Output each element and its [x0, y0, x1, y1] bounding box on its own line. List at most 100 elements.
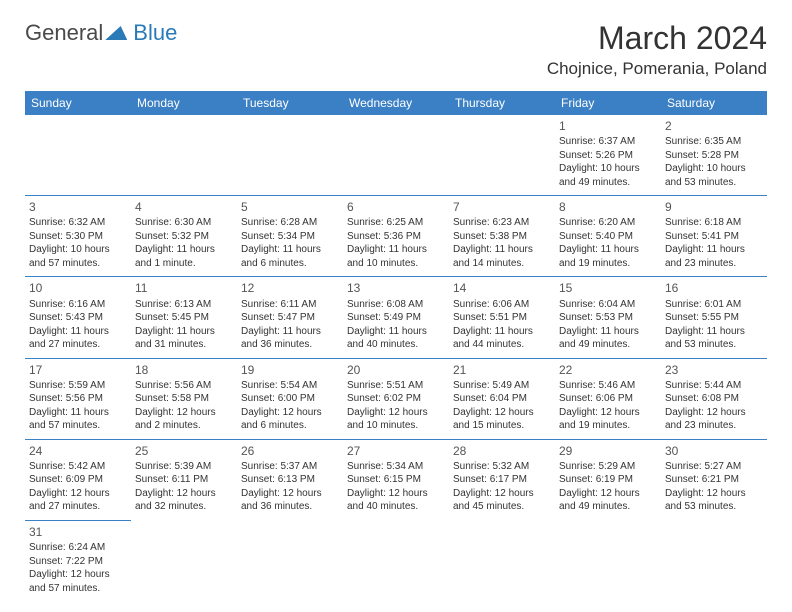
calendar-day-cell: 9Sunrise: 6:18 AMSunset: 5:41 PMDaylight… [661, 196, 767, 277]
day-header: Saturday [661, 91, 767, 115]
calendar-day-cell [555, 520, 661, 601]
daylight-text: Daylight: 11 hours [241, 243, 339, 257]
sunrise-text: Sunrise: 5:44 AM [665, 379, 763, 393]
day-number: 4 [135, 199, 233, 215]
daylight-text: Daylight: 11 hours [665, 325, 763, 339]
daylight-text: and 53 minutes. [665, 500, 763, 514]
sunset-text: Sunset: 6:11 PM [135, 473, 233, 487]
day-number: 14 [453, 280, 551, 296]
sunset-text: Sunset: 6:02 PM [347, 392, 445, 406]
day-number: 28 [453, 443, 551, 459]
sunrise-text: Sunrise: 5:51 AM [347, 379, 445, 393]
day-number: 2 [665, 118, 763, 134]
daylight-text: Daylight: 12 hours [665, 406, 763, 420]
daylight-text: and 45 minutes. [453, 500, 551, 514]
calendar-week-row: 1Sunrise: 6:37 AMSunset: 5:26 PMDaylight… [25, 115, 767, 196]
calendar-day-cell: 29Sunrise: 5:29 AMSunset: 6:19 PMDayligh… [555, 439, 661, 520]
sunrise-text: Sunrise: 5:56 AM [135, 379, 233, 393]
daylight-text: Daylight: 11 hours [135, 243, 233, 257]
day-number: 7 [453, 199, 551, 215]
day-number: 29 [559, 443, 657, 459]
sunset-text: Sunset: 6:21 PM [665, 473, 763, 487]
daylight-text: Daylight: 11 hours [559, 325, 657, 339]
calendar-week-row: 24Sunrise: 5:42 AMSunset: 6:09 PMDayligh… [25, 439, 767, 520]
calendar-day-cell: 4Sunrise: 6:30 AMSunset: 5:32 PMDaylight… [131, 196, 237, 277]
day-number: 31 [29, 524, 127, 540]
calendar-day-cell: 18Sunrise: 5:56 AMSunset: 5:58 PMDayligh… [131, 358, 237, 439]
sunrise-text: Sunrise: 6:20 AM [559, 216, 657, 230]
sunset-text: Sunset: 5:40 PM [559, 230, 657, 244]
sunrise-text: Sunrise: 5:59 AM [29, 379, 127, 393]
day-number: 8 [559, 199, 657, 215]
daylight-text: and 14 minutes. [453, 257, 551, 271]
daylight-text: Daylight: 10 hours [665, 162, 763, 176]
daylight-text: and 36 minutes. [241, 500, 339, 514]
calendar-day-cell: 16Sunrise: 6:01 AMSunset: 5:55 PMDayligh… [661, 277, 767, 358]
sunrise-text: Sunrise: 6:28 AM [241, 216, 339, 230]
daylight-text: and 53 minutes. [665, 338, 763, 352]
day-number: 19 [241, 362, 339, 378]
day-number: 13 [347, 280, 445, 296]
sunset-text: Sunset: 5:58 PM [135, 392, 233, 406]
calendar-day-cell: 5Sunrise: 6:28 AMSunset: 5:34 PMDaylight… [237, 196, 343, 277]
daylight-text: Daylight: 11 hours [241, 325, 339, 339]
day-number: 23 [665, 362, 763, 378]
sunrise-text: Sunrise: 5:27 AM [665, 460, 763, 474]
sunset-text: Sunset: 7:22 PM [29, 555, 127, 569]
day-header: Wednesday [343, 91, 449, 115]
daylight-text: Daylight: 12 hours [559, 406, 657, 420]
daylight-text: Daylight: 12 hours [29, 487, 127, 501]
daylight-text: and 27 minutes. [29, 500, 127, 514]
header: General Blue March 2024 Chojnice, Pomera… [25, 20, 767, 79]
daylight-text: and 27 minutes. [29, 338, 127, 352]
daylight-text: Daylight: 12 hours [29, 568, 127, 582]
sunrise-text: Sunrise: 5:37 AM [241, 460, 339, 474]
sunrise-text: Sunrise: 6:35 AM [665, 135, 763, 149]
calendar-day-cell: 23Sunrise: 5:44 AMSunset: 6:08 PMDayligh… [661, 358, 767, 439]
daylight-text: Daylight: 11 hours [665, 243, 763, 257]
daylight-text: and 10 minutes. [347, 419, 445, 433]
daylight-text: Daylight: 12 hours [135, 487, 233, 501]
daylight-text: and 10 minutes. [347, 257, 445, 271]
calendar-day-cell: 12Sunrise: 6:11 AMSunset: 5:47 PMDayligh… [237, 277, 343, 358]
daylight-text: and 57 minutes. [29, 582, 127, 596]
day-number: 3 [29, 199, 127, 215]
calendar-day-cell: 17Sunrise: 5:59 AMSunset: 5:56 PMDayligh… [25, 358, 131, 439]
daylight-text: Daylight: 12 hours [665, 487, 763, 501]
calendar-day-cell: 30Sunrise: 5:27 AMSunset: 6:21 PMDayligh… [661, 439, 767, 520]
daylight-text: Daylight: 11 hours [559, 243, 657, 257]
daylight-text: and 23 minutes. [665, 419, 763, 433]
day-number: 20 [347, 362, 445, 378]
calendar-day-cell: 3Sunrise: 6:32 AMSunset: 5:30 PMDaylight… [25, 196, 131, 277]
daylight-text: Daylight: 12 hours [241, 487, 339, 501]
calendar-table: Sunday Monday Tuesday Wednesday Thursday… [25, 91, 767, 601]
daylight-text: and 32 minutes. [135, 500, 233, 514]
daylight-text: and 57 minutes. [29, 257, 127, 271]
day-number: 22 [559, 362, 657, 378]
day-number: 21 [453, 362, 551, 378]
calendar-day-cell: 20Sunrise: 5:51 AMSunset: 6:02 PMDayligh… [343, 358, 449, 439]
day-number: 12 [241, 280, 339, 296]
daylight-text: Daylight: 10 hours [29, 243, 127, 257]
sunset-text: Sunset: 6:13 PM [241, 473, 339, 487]
day-number: 6 [347, 199, 445, 215]
calendar-day-cell: 19Sunrise: 5:54 AMSunset: 6:00 PMDayligh… [237, 358, 343, 439]
daylight-text: and 19 minutes. [559, 257, 657, 271]
sunset-text: Sunset: 5:41 PM [665, 230, 763, 244]
daylight-text: and 49 minutes. [559, 338, 657, 352]
sunrise-text: Sunrise: 5:54 AM [241, 379, 339, 393]
day-header: Sunday [25, 91, 131, 115]
calendar-week-row: 3Sunrise: 6:32 AMSunset: 5:30 PMDaylight… [25, 196, 767, 277]
calendar-day-cell: 26Sunrise: 5:37 AMSunset: 6:13 PMDayligh… [237, 439, 343, 520]
sunrise-text: Sunrise: 6:18 AM [665, 216, 763, 230]
daylight-text: and 6 minutes. [241, 419, 339, 433]
sunrise-text: Sunrise: 6:08 AM [347, 298, 445, 312]
calendar-day-cell: 31Sunrise: 6:24 AMSunset: 7:22 PMDayligh… [25, 520, 131, 601]
day-number: 25 [135, 443, 233, 459]
day-number: 18 [135, 362, 233, 378]
sunset-text: Sunset: 6:04 PM [453, 392, 551, 406]
daylight-text: Daylight: 12 hours [241, 406, 339, 420]
daylight-text: and 6 minutes. [241, 257, 339, 271]
daylight-text: Daylight: 12 hours [347, 487, 445, 501]
daylight-text: Daylight: 10 hours [559, 162, 657, 176]
